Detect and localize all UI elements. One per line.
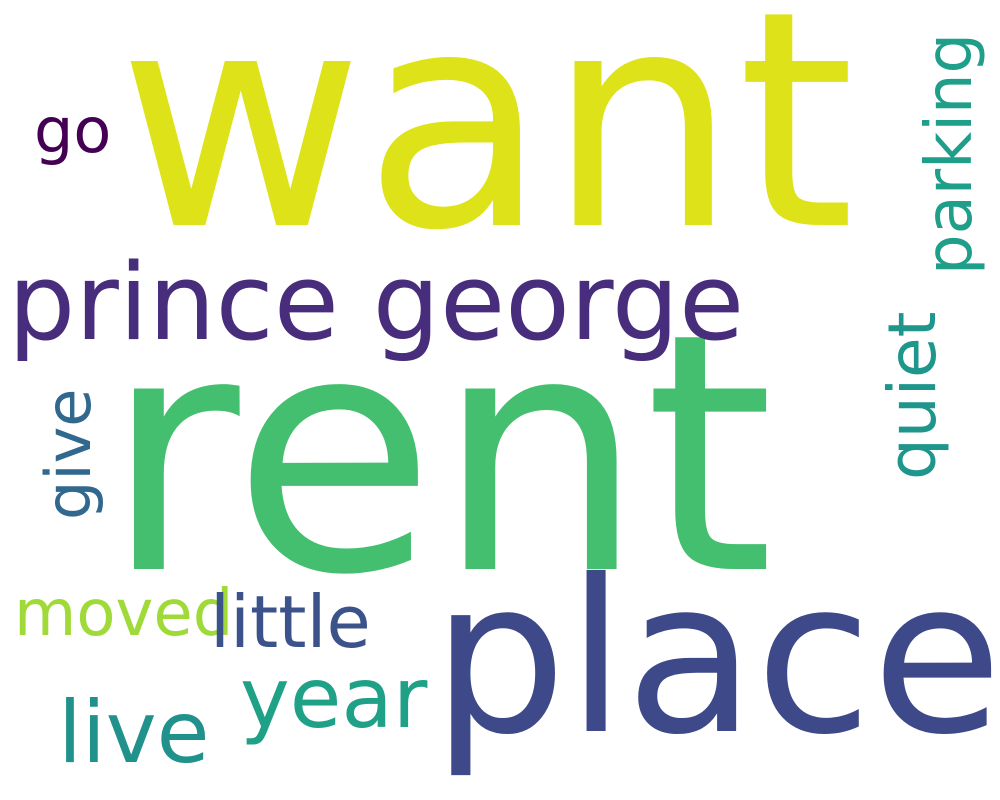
word-parking: parking bbox=[913, 32, 987, 275]
word-rent: rent bbox=[104, 263, 774, 647]
word-want: want bbox=[118, 0, 855, 296]
word-quiet: quiet bbox=[874, 311, 951, 480]
word-year: year bbox=[240, 649, 428, 747]
word-place: place bbox=[432, 534, 1000, 781]
word-little: little bbox=[210, 580, 371, 664]
word-moved: moved bbox=[14, 577, 234, 651]
word-prince-george: prince george bbox=[8, 241, 745, 364]
word-go: go bbox=[34, 94, 112, 167]
word-give: give bbox=[32, 388, 105, 520]
word-live: live bbox=[58, 683, 210, 783]
